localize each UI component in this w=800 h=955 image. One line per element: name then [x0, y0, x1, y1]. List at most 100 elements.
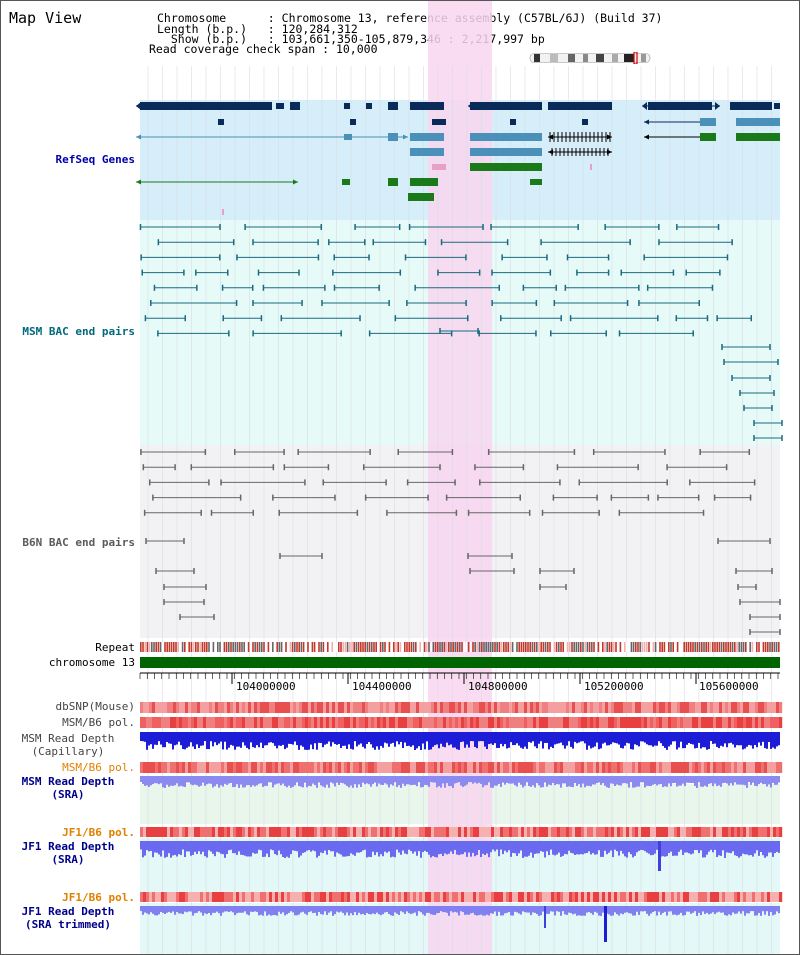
bac-end-pair — [566, 254, 610, 261]
heat-cell — [197, 762, 201, 773]
bac-end-pair — [467, 509, 531, 516]
depth-bar — [540, 732, 542, 742]
bac-end-pair — [699, 449, 751, 455]
heat-cell — [554, 702, 558, 713]
depth-bar — [236, 776, 238, 785]
depth-bar — [720, 841, 722, 856]
depth-bar — [648, 906, 650, 916]
depth-bar — [508, 841, 510, 851]
heat-cell — [308, 827, 312, 837]
depth-bar — [512, 841, 514, 853]
heat-cell — [662, 717, 666, 728]
heat-cell — [257, 717, 261, 728]
bac-end-pair — [592, 449, 666, 455]
depth-bar — [280, 776, 282, 786]
depth-bar — [174, 841, 176, 855]
gene-exon — [388, 133, 398, 141]
heat-cell — [248, 717, 252, 728]
heat-cell — [776, 892, 780, 902]
heat-cell — [746, 717, 750, 728]
depth-bar — [178, 906, 180, 914]
depth-bar — [560, 776, 562, 788]
heat-cell — [182, 702, 186, 713]
depth-bar — [656, 906, 658, 916]
depth-bar — [278, 841, 280, 851]
depth-bar — [288, 906, 290, 913]
depth-bar — [758, 906, 760, 913]
repeat-mark — [643, 642, 646, 652]
depth-bar — [292, 906, 294, 913]
heat-cell — [407, 892, 411, 902]
heat-cell — [470, 827, 474, 837]
heat-cell — [377, 762, 381, 773]
heat-cell — [449, 762, 453, 773]
depth-bar — [370, 776, 372, 787]
bac-end-pair — [221, 284, 254, 291]
depth-bar — [620, 906, 622, 914]
heat-cell — [332, 762, 336, 773]
depth-bar — [698, 841, 700, 854]
depth-bar — [612, 732, 614, 743]
depth-bar — [158, 732, 160, 742]
depth-bar — [268, 906, 270, 915]
heat-cell — [221, 892, 225, 902]
depth-bar — [748, 841, 750, 856]
heat-cell — [188, 827, 192, 837]
repeat-mark — [331, 642, 333, 652]
heat-cell — [350, 762, 354, 773]
depth-bar — [758, 732, 760, 743]
bac-end-pair — [404, 254, 467, 261]
depth-bar — [552, 776, 554, 783]
heat-cell — [611, 762, 615, 773]
heat-cell — [242, 717, 246, 728]
heat-cell — [674, 717, 678, 728]
depth-bar — [326, 776, 328, 785]
repeat-mark — [197, 642, 199, 652]
heat-cell — [500, 762, 504, 773]
heat-cell — [737, 762, 741, 773]
heat-cell — [524, 827, 528, 837]
heat-cell — [344, 717, 348, 728]
depth-bar — [380, 776, 382, 785]
depth-bar — [656, 776, 658, 786]
heat-cell — [533, 762, 537, 773]
repeat-mark — [720, 642, 723, 652]
heat-cell — [281, 717, 285, 728]
heat-cell — [758, 702, 762, 713]
bac-end-pair — [279, 553, 323, 559]
depth-bar — [496, 732, 498, 748]
depth-bar — [248, 776, 250, 786]
chromosome-ideogram[interactable] — [528, 52, 653, 64]
depth-bar — [720, 776, 722, 787]
depth-bar — [370, 841, 372, 858]
bac-end-pair — [414, 284, 501, 291]
heat-cell — [560, 717, 564, 728]
heat-cell — [404, 702, 408, 713]
heat-cell — [362, 892, 366, 902]
heat-cell — [524, 762, 528, 773]
depth-bar — [590, 841, 592, 855]
heat-cell — [500, 892, 504, 902]
heat-cell — [296, 702, 300, 713]
depth-bar — [154, 906, 156, 916]
depth-bar — [404, 841, 406, 854]
heat-cell — [650, 717, 654, 728]
depth-bar — [334, 732, 336, 744]
depth-bar — [714, 732, 716, 744]
repeat-mark — [492, 642, 494, 652]
heat-cell — [398, 702, 402, 713]
heat-cell — [320, 702, 324, 713]
heat-cell — [611, 717, 615, 728]
gene-arrow — [644, 134, 649, 140]
depth-bar — [472, 776, 474, 784]
heat-cell — [722, 827, 726, 837]
heat-cell — [743, 892, 747, 902]
repeat-mark — [316, 642, 318, 652]
depth-bar — [714, 776, 716, 784]
depth-bar — [776, 776, 778, 785]
depth-bar — [704, 841, 706, 858]
heat-cell — [590, 892, 594, 902]
depth-bar — [444, 841, 446, 854]
heat-cell — [410, 717, 414, 728]
